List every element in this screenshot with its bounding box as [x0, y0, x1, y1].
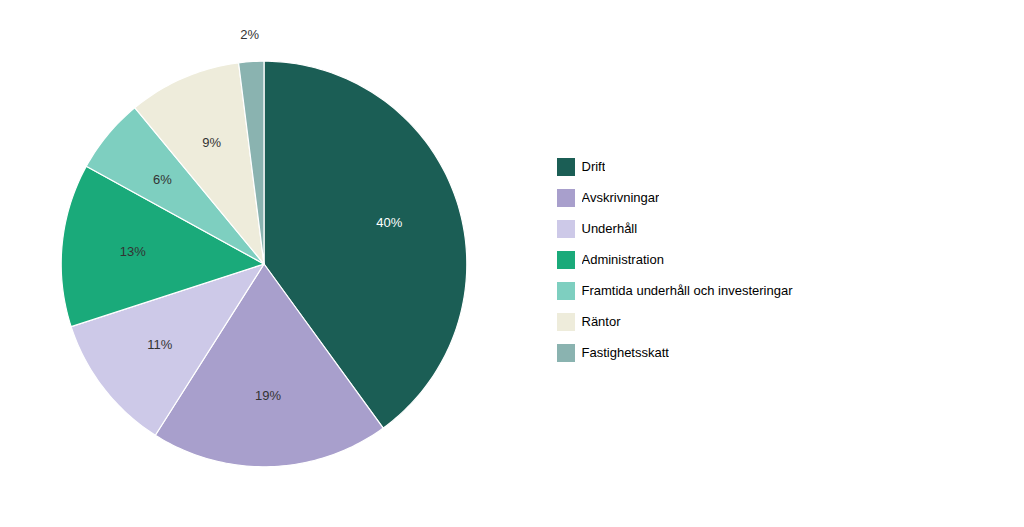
html-text:Drift: Drift [581, 158, 606, 174]
svg-text:40%: 40% [376, 215, 402, 230]
svg-text:11%: 11% [147, 337, 172, 352]
html-text:Räntor: Räntor [581, 313, 621, 329]
svg-text:19%: 19% [255, 388, 281, 403]
html-text:Avskrivningar: Avskrivningar [581, 189, 660, 205]
html-text:Underhåll: Underhåll [581, 220, 638, 236]
svg-text:13%: 13% [120, 244, 146, 259]
svg-text:9%: 9% [202, 135, 221, 150]
html-text:Administration: Administration [581, 251, 664, 267]
html-text:Framtida underhåll och investe: Framtida underhåll och investeringar [581, 282, 793, 298]
svg-text:2%: 2% [240, 27, 259, 42]
svg-text:6%: 6% [153, 172, 172, 187]
html-text:Fastighetsskatt: Fastighetsskatt [581, 344, 669, 360]
